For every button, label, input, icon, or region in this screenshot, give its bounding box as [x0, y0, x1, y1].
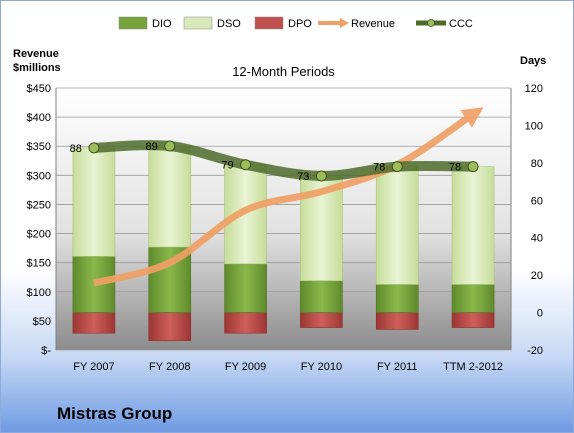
- ccc-data-label: 89: [146, 141, 158, 153]
- legend-label: DPO: [288, 18, 312, 30]
- bar-dio: [375, 284, 419, 313]
- bar-dpo: [451, 312, 495, 328]
- left-axis-label: Revenue: [13, 48, 59, 60]
- ccc-data-label: 79: [221, 160, 233, 172]
- ccc-point: [467, 161, 479, 173]
- legend-swatch: [340, 18, 349, 28]
- legend-label: CCC: [449, 18, 473, 30]
- legend-swatch: [118, 16, 148, 30]
- ccc-data-label: 88: [70, 143, 82, 155]
- bar-dso: [375, 166, 419, 285]
- chart-title: 12-Month Periods: [232, 64, 335, 79]
- ccc-line: [88, 140, 479, 181]
- bar-dso: [72, 147, 116, 257]
- ccc-data-label: 78: [449, 162, 461, 174]
- category-label: FY 2011: [377, 361, 418, 373]
- left-tick-label: $400: [27, 112, 51, 124]
- legend-label: DSO: [217, 18, 241, 30]
- right-tick-label: 20: [531, 270, 543, 282]
- left-tick-label: $-: [41, 345, 51, 357]
- category-label: FY 2009: [225, 361, 266, 373]
- left-tick-label: $50: [33, 316, 51, 328]
- right-tick-label: 80: [531, 158, 543, 170]
- bar-dpo: [375, 312, 419, 330]
- ccc-point: [315, 170, 327, 182]
- category-label: FY 2010: [301, 361, 342, 373]
- bar-dso: [148, 145, 192, 248]
- bar-dio: [451, 284, 495, 313]
- left-axis-label: $millions: [13, 62, 61, 74]
- left-tick-label: $150: [27, 258, 51, 270]
- bar-dpo: [72, 312, 116, 334]
- left-tick-label: $250: [27, 199, 51, 211]
- right-axis-label: Days: [520, 55, 546, 67]
- right-tick-label: 120: [525, 83, 543, 95]
- ccc-point: [391, 161, 403, 173]
- right-tick-label: -20: [527, 345, 543, 357]
- bar-dpo: [224, 312, 267, 334]
- bar-dio: [300, 280, 343, 313]
- bar-dpo: [300, 312, 343, 328]
- category-label: FY 2008: [149, 361, 190, 373]
- bar-dpo: [148, 312, 192, 341]
- plot-area: [56, 88, 511, 350]
- bar-dio: [224, 263, 267, 313]
- legend-label: Revenue: [351, 18, 395, 30]
- left-tick-label: $350: [27, 141, 51, 153]
- bar-dio: [72, 256, 116, 313]
- ccc-point: [164, 140, 176, 152]
- category-label: TTM 2-2012: [443, 361, 503, 373]
- legend-swatch: [254, 16, 284, 30]
- bar-dso: [451, 166, 495, 285]
- ccc-point: [88, 142, 100, 154]
- revenue-line: [93, 107, 484, 287]
- right-tick-label: 40: [531, 233, 543, 245]
- legend-swatch: [183, 16, 213, 30]
- ccc-data-label: 78: [373, 162, 385, 174]
- bar-dso: [224, 164, 267, 265]
- right-tick-label: 60: [531, 195, 543, 207]
- legend-swatch: [427, 19, 435, 27]
- left-tick-label: $300: [27, 170, 51, 182]
- right-tick-label: 0: [537, 308, 543, 320]
- legend-label: DIO: [152, 18, 172, 30]
- right-tick-label: 100: [525, 120, 543, 132]
- left-tick-label: $450: [27, 83, 51, 95]
- left-tick-label: $100: [27, 287, 51, 299]
- ccc-point: [240, 159, 252, 171]
- ccc-data-label: 73: [297, 171, 309, 183]
- left-tick-label: $200: [27, 229, 51, 241]
- category-label: FY 2007: [73, 361, 114, 373]
- company-name: Mistras Group: [57, 404, 173, 423]
